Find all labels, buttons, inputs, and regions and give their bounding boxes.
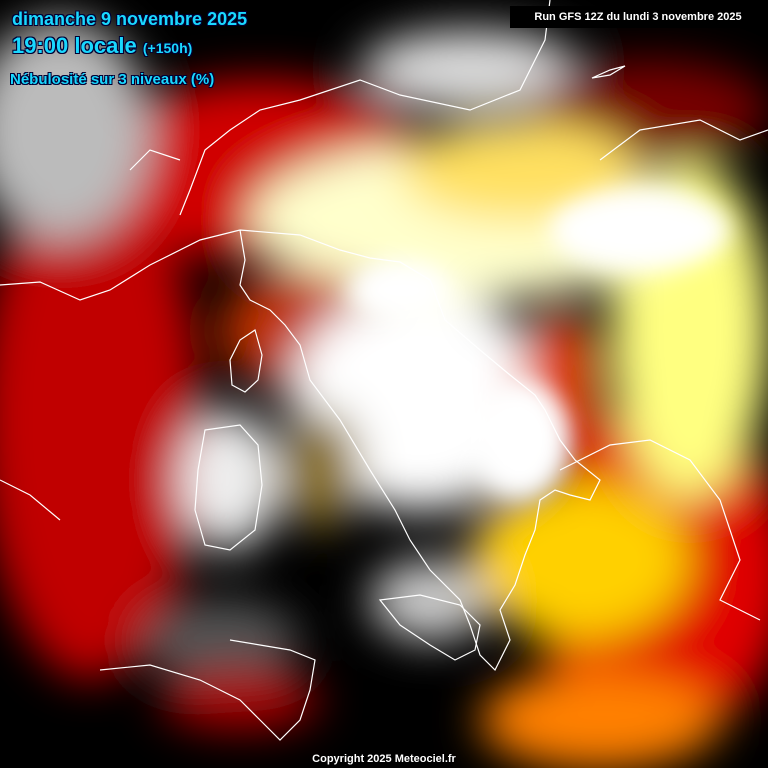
- run-info: Run GFS 12Z du lundi 3 novembre 2025: [510, 6, 766, 28]
- forecast-date: dimanche 9 novembre 2025: [12, 9, 248, 29]
- forecast-time: 19:00 locale (+150h): [12, 33, 192, 59]
- copyright: Copyright 2025 Meteociel.fr: [312, 753, 456, 765]
- coastlines: [0, 0, 768, 741]
- parameter-title: Nébulosité sur 3 niveaux (%): [10, 71, 215, 88]
- local-time: 19:00 locale: [12, 33, 137, 58]
- lead-time: (+150h): [142, 40, 193, 56]
